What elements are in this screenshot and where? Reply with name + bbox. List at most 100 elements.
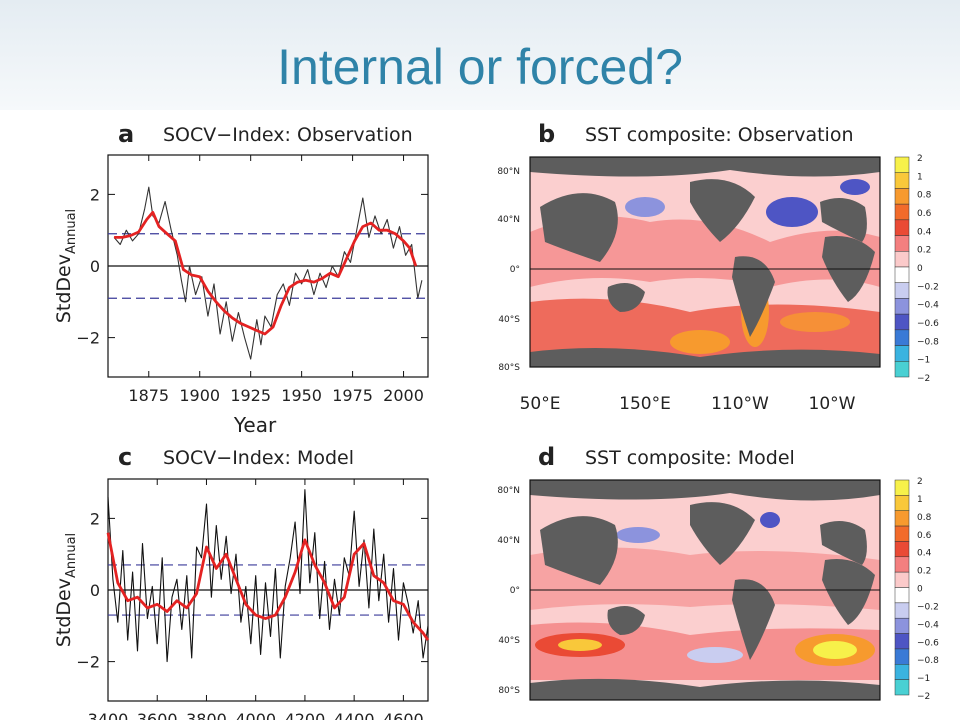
colorbar-swatch-b-colorbar-6 (894, 251, 910, 268)
colorbar-label-b-colorbar-0: 2 (917, 154, 923, 164)
colorbar-swatch-b-colorbar-10 (894, 313, 910, 331)
colorbar-label-b-colorbar-1: 1 (917, 172, 923, 182)
antarctica-land-b (530, 348, 880, 367)
x-tick-label-a-5: 2000 (383, 386, 424, 405)
colorbar-label-d-colorbar-8: −0.4 (917, 620, 939, 630)
series-group-c (106, 489, 430, 663)
colorbar-swatch-d-colorbar-0 (894, 479, 910, 496)
colorbar-label-b-colorbar-5: 0.2 (917, 246, 931, 256)
panel-letter-c: c (118, 443, 132, 471)
lon-label-b-110w: 110°W (711, 394, 769, 414)
colorbar-swatch-b-colorbar-8 (894, 282, 910, 299)
colorbar-swatch-d-colorbar-12 (894, 664, 910, 680)
colorbar-swatch-d-colorbar-13 (894, 679, 910, 696)
x-tick-label-a-1: 1900 (179, 386, 220, 405)
north-atlantic-cold-b (766, 197, 818, 227)
colorbar-swatch-d-colorbar-8 (894, 602, 910, 619)
colorbar-swatch-b-colorbar-7 (894, 266, 910, 283)
colorbar-label-d-colorbar-0: 2 (917, 477, 923, 487)
chart-title-c: SOCV−Index: Model (163, 447, 354, 469)
lat-label-b-80n: 80°N (497, 167, 520, 177)
x-tick-label-c-3: 4000 (235, 710, 276, 720)
south-america-land-d (732, 579, 775, 660)
colorbar-swatch-b-colorbar-0 (894, 156, 910, 173)
colorbar-label-b-colorbar-3: 0.6 (917, 209, 932, 219)
chart-panel-c: c SOCV−Index: Model 3400 3600 3800 4000 4200… (53, 443, 430, 720)
lat-label-b-40s: 40°S (498, 315, 520, 325)
europe-land-d (820, 521, 867, 565)
lat-label-d-80s: 80°S (498, 686, 520, 696)
panel-letter-a: a (118, 120, 134, 148)
asia-land-b (540, 193, 618, 262)
colorbar-swatch-b-colorbar-13 (894, 361, 910, 378)
colorbar-label-b-colorbar-2: 0.8 (917, 191, 932, 201)
y-axis-label-a: StdDevAnnual (53, 209, 79, 323)
map-title-d: SST composite: Model (585, 447, 795, 469)
south-atlantic-warm-b (670, 330, 730, 354)
panel-letter-d: d (538, 443, 555, 471)
lat-label-b-40n: 40°N (497, 215, 520, 225)
lat-label-d-80n: 80°N (497, 486, 520, 496)
north-pacific-cold-b (625, 197, 665, 217)
antarctica-land-d (530, 678, 880, 700)
y-tick-label-c-2: 2 (90, 509, 100, 528)
map-panel-d: d SST composite: Model 80°N 40°N 0° 40°S… (497, 443, 939, 702)
colorbar-swatch-b-colorbar-11 (894, 329, 910, 346)
series-line-c-0 (107, 489, 429, 663)
x-tick-label-c-5: 4400 (334, 710, 375, 720)
colorbar-label-d-colorbar-11: −1 (917, 674, 930, 684)
x-tick-label-c-4: 4200 (285, 710, 326, 720)
colorbar-label-d-colorbar-4: 0.4 (917, 549, 932, 559)
x-tick-label-c-1: 3600 (137, 710, 178, 720)
colorbar-swatch-b-colorbar-9 (894, 298, 910, 315)
colorbar-swatch-d-colorbar-9 (894, 617, 910, 634)
lon-label-b-50e: 50°E (520, 394, 561, 414)
x-tick-label-a-0: 1875 (128, 386, 169, 405)
arctic-land-b (530, 157, 880, 177)
colorbar-swatch-d-colorbar-1 (894, 495, 910, 511)
lon-label-b-10w: 10°W (809, 394, 856, 414)
colorbar-swatch-d-colorbar-5 (894, 556, 910, 573)
y-tick-label-a-2: 2 (90, 185, 100, 204)
lat-label-d-40s: 40°S (498, 636, 520, 646)
colorbar-label-b-colorbar-7: −0.2 (917, 282, 939, 292)
lat-label-b-80s: 80°S (498, 363, 520, 373)
colorbar-swatch-d-colorbar-7 (894, 587, 910, 604)
colorbar-d: 2 1 0.8 0.6 0.4 0.2 0 −0.2 −0.4 −0.6 −0.8 −1 −2 (894, 477, 939, 702)
x-tick-label-c-2: 3800 (186, 710, 227, 720)
y-axis-label-c-main: StdDev (53, 578, 75, 647)
africa-land-d (822, 559, 875, 625)
colorbar-swatch-b-colorbar-1 (894, 172, 910, 189)
map-frame-b (529, 156, 881, 368)
colorbar-label-d-colorbar-1: 1 (917, 495, 923, 505)
asia-land-d (540, 516, 618, 585)
y-axis-label-a-main: StdDev (53, 254, 75, 323)
y-axis-label-c: StdDevAnnual (53, 533, 79, 647)
colorbar-label-b-colorbar-6: 0 (917, 264, 923, 274)
sst-map-b (529, 156, 881, 368)
colorbar-swatch-d-colorbar-6 (894, 571, 910, 588)
y-tick-label-a-1: 0 (90, 257, 100, 276)
map-frame-d (529, 479, 881, 701)
y-axis-label-c-sub: Annual (64, 533, 79, 578)
chart-panel-a: a SOCV−Index: Observation 1875 1900 1925 19… (53, 120, 429, 437)
colorbar-swatch-b-colorbar-5 (894, 235, 910, 252)
warm-band-d (530, 547, 880, 610)
colorbar-label-d-colorbar-3: 0.6 (917, 531, 932, 541)
europe-land-b (820, 198, 867, 242)
axis-ticks-a: 1875 1900 1925 1950 1975 2000 −2 0 2 (76, 155, 428, 405)
colorbar-swatch-b-colorbar-4 (894, 219, 910, 236)
chart-title-a: SOCV−Index: Observation (163, 124, 413, 146)
colorbar-label-d-colorbar-6: 0 (917, 585, 923, 595)
colorbar-label-d-colorbar-7: −0.2 (917, 602, 939, 612)
australia-land-b (607, 283, 645, 312)
series-line-a-0 (113, 186, 423, 360)
lat-label-b-0: 0° (510, 265, 520, 275)
north-atlantic-cold-d (760, 512, 780, 528)
x-tick-label-c-6: 4600 (383, 710, 424, 720)
colorbar-swatch-d-colorbar-10 (894, 633, 910, 650)
colorbar-label-b-colorbar-8: −0.4 (917, 301, 939, 311)
map-title-b: SST composite: Observation (585, 124, 854, 146)
colorbar-label-d-colorbar-10: −0.8 (917, 656, 939, 666)
colorbar-swatch-b-colorbar-2 (894, 188, 910, 205)
